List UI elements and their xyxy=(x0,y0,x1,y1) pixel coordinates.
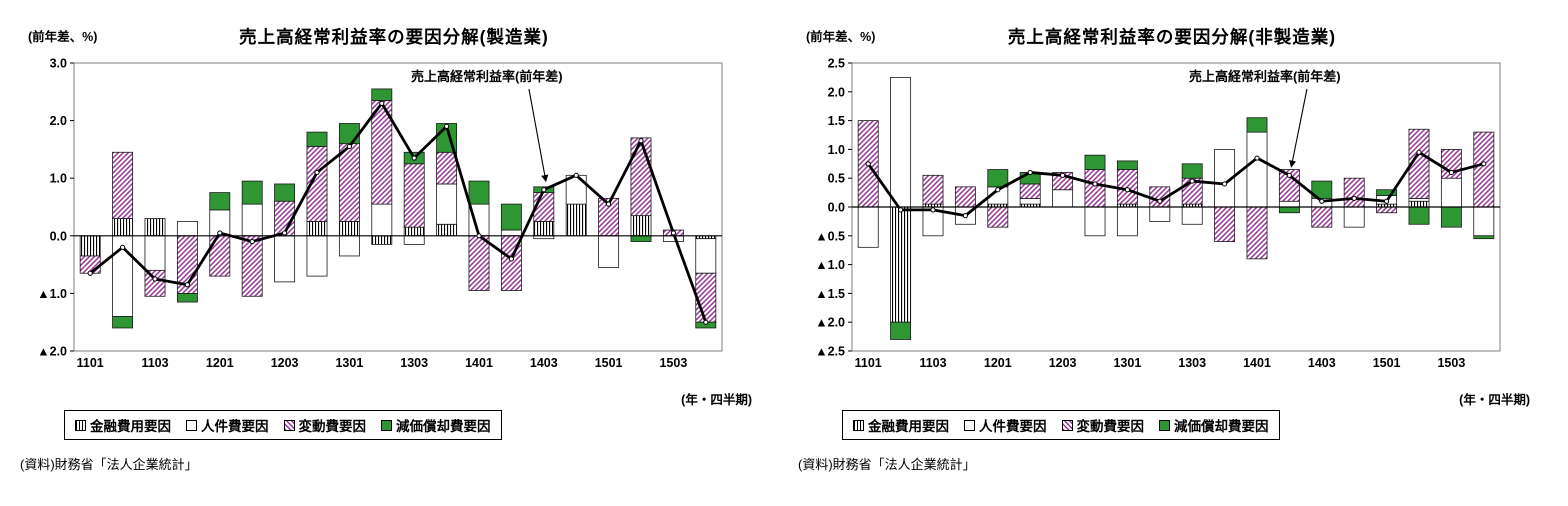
legend-box: 金融費用要因 人件費要因 変動費要因 減価償却費要因 xyxy=(842,410,1280,440)
annotation-arrow xyxy=(528,88,549,183)
svg-text:1201: 1201 xyxy=(206,356,234,370)
svg-text:2.0: 2.0 xyxy=(50,114,67,128)
svg-text:1403: 1403 xyxy=(1308,356,1336,370)
svg-text:1103: 1103 xyxy=(141,356,168,370)
svg-text:1.0: 1.0 xyxy=(828,143,845,157)
x-axis-unit-label: (年・四半期) xyxy=(1459,393,1530,407)
svg-text:▲2.0: ▲2.0 xyxy=(815,316,845,330)
legend-item-variable: 変動費要因 xyxy=(1061,415,1145,435)
svg-text:1503: 1503 xyxy=(659,356,687,370)
source-note: (資料)財務省「法人企業統計」 xyxy=(798,457,976,472)
legend-item-depreciation: 減価償却費要因 xyxy=(381,415,491,435)
legend-item-personnel: 人件費要因 xyxy=(964,415,1047,435)
legend-item-financial-label: 金融費用要因 xyxy=(90,419,171,434)
legend-item-depreciation-label: 減価償却費要因 xyxy=(396,419,491,434)
svg-text:1303: 1303 xyxy=(1178,356,1206,370)
variable-swatch-icon xyxy=(1061,419,1073,431)
svg-text:1201: 1201 xyxy=(984,356,1012,370)
depreciation-swatch-icon xyxy=(1159,419,1170,431)
plot-area xyxy=(73,62,723,352)
svg-text:1501: 1501 xyxy=(1373,356,1401,370)
x-axis-ticks: 1101 1103 1201 1203 1301 1303 1401 1403 1501 1503 xyxy=(855,356,1466,370)
svg-text:0.0: 0.0 xyxy=(828,201,845,215)
svg-text:2.5: 2.5 xyxy=(828,57,845,71)
svg-text:▲1.0: ▲1.0 xyxy=(815,258,845,272)
line-annotation-label: 売上高経常利益率(前年差) xyxy=(1189,69,1341,84)
svg-text:▲0.5: ▲0.5 xyxy=(815,229,845,243)
legend-item-personnel: 人件費要因 xyxy=(186,415,269,435)
svg-text:1.5: 1.5 xyxy=(828,114,845,128)
legend-item-depreciation-label: 減価償却費要因 xyxy=(1174,419,1269,434)
line-markers xyxy=(865,149,1487,219)
svg-text:1.0: 1.0 xyxy=(50,172,67,186)
profit-ratio-line xyxy=(867,150,1485,218)
legend-item-financial-label: 金融費用要因 xyxy=(868,419,949,434)
svg-text:0.5: 0.5 xyxy=(828,172,845,186)
financial-swatch-icon xyxy=(853,419,864,431)
line-markers xyxy=(87,100,709,325)
chart-title: 売上高経常利益率の要因分解(製造業) xyxy=(239,27,549,47)
svg-text:1301: 1301 xyxy=(335,356,363,370)
svg-text:1103: 1103 xyxy=(919,356,946,370)
svg-text:2.0: 2.0 xyxy=(828,85,845,99)
legend-item-depreciation: 減価償却費要因 xyxy=(1159,415,1269,435)
svg-text:1203: 1203 xyxy=(1049,356,1077,370)
svg-text:1301: 1301 xyxy=(1113,356,1141,370)
svg-text:1401: 1401 xyxy=(465,356,493,370)
svg-text:1203: 1203 xyxy=(271,356,299,370)
nonmanufacturing-chart-canvas: 2.5 2.0 1.5 1.0 0.5 0.0 ▲0.5 ▲1.0 ▲1.5 ▲2.0 ▲2.5 11… xyxy=(815,57,1501,370)
depreciation-swatch-icon xyxy=(381,419,392,431)
annotation-arrow xyxy=(1289,88,1308,168)
y-axis-unit-label: (前年差、%) xyxy=(806,30,876,44)
x-axis-unit-label: (年・四半期) xyxy=(681,393,752,407)
svg-text:1403: 1403 xyxy=(530,356,558,370)
financial-swatch-icon xyxy=(75,419,86,431)
line-annotation-label: 売上高経常利益率(前年差) xyxy=(411,69,563,84)
chart-title: 売上高経常利益率の要因分解(非製造業) xyxy=(1007,27,1337,47)
personnel-swatch-icon xyxy=(186,419,197,431)
profit-ratio-line xyxy=(89,101,708,323)
x-axis-ticks: 1101 1103 1201 1203 1301 1303 1401 1403 1501 1503 xyxy=(77,356,688,370)
y-axis-ticks: 3.0 2.0 1.0 0.0 ▲1.0 ▲2.0 xyxy=(37,57,74,359)
svg-text:1503: 1503 xyxy=(1437,356,1465,370)
legend-item-variable-label: 変動費要因 xyxy=(1076,419,1145,434)
svg-text:▲1.0: ▲1.0 xyxy=(37,287,67,301)
legend-item-financial: 金融費用要因 xyxy=(853,415,949,435)
legend-item-variable: 変動費要因 xyxy=(283,415,367,435)
svg-text:▲2.5: ▲2.5 xyxy=(815,345,845,359)
svg-text:1401: 1401 xyxy=(1243,356,1271,370)
legend-item-personnel-label: 人件費要因 xyxy=(979,419,1047,434)
personnel-swatch-icon xyxy=(964,419,975,431)
y-axis-unit-label: (前年差、%) xyxy=(28,30,98,44)
svg-text:3.0: 3.0 xyxy=(50,57,67,71)
svg-text:1101: 1101 xyxy=(855,356,882,370)
svg-text:▲2.0: ▲2.0 xyxy=(37,345,67,359)
legend-box: 金融費用要因 人件費要因 変動費要因 減価償却費要因 xyxy=(64,410,502,440)
svg-text:1101: 1101 xyxy=(77,356,104,370)
legend-item-personnel-label: 人件費要因 xyxy=(201,419,269,434)
legend-item-variable-label: 変動費要因 xyxy=(298,419,367,434)
chart-panel-manufacturing: (前年差、%) 売上高経常利益率の要因分解(製造業) 3.0 2.0 1.0 0.0 ▲… xyxy=(20,24,768,473)
y-axis-ticks: 2.5 2.0 1.5 1.0 0.5 0.0 ▲0.5 ▲1.0 ▲1.5 ▲2.0 ▲2.5 xyxy=(815,57,852,359)
svg-text:0.0: 0.0 xyxy=(50,229,67,243)
source-note: (資料)財務省「法人企業統計」 xyxy=(20,457,198,472)
svg-text:1501: 1501 xyxy=(595,356,623,370)
manufacturing-chart-canvas: 3.0 2.0 1.0 0.0 ▲1.0 ▲2.0 1101 1103 1201 1203 1301… xyxy=(37,57,723,370)
chart-panel-nonmanufacturing: (前年差、%) 売上高経常利益率の要因分解(非製造業) 2.5 2.0 1.5 1.0… xyxy=(798,24,1546,473)
legend-item-financial: 金融費用要因 xyxy=(75,415,171,435)
variable-swatch-icon xyxy=(283,419,295,431)
bars-layer xyxy=(857,76,1495,340)
svg-text:▲1.5: ▲1.5 xyxy=(815,287,845,301)
svg-text:1303: 1303 xyxy=(400,356,428,370)
